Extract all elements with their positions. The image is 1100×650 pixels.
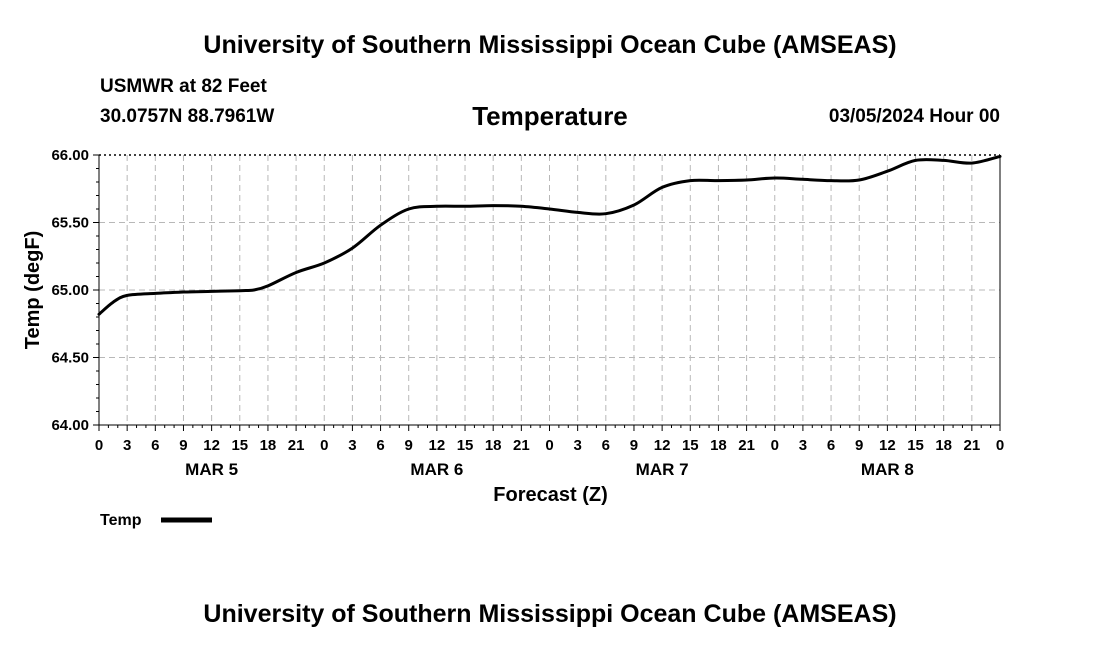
series-layer [97, 154, 1002, 316]
day-label: MAR 8 [861, 460, 914, 479]
y-tick-label: 65.50 [51, 215, 89, 232]
y-tick-label: 64.00 [51, 417, 89, 434]
x-tick-label: 3 [799, 437, 807, 454]
x-tick-label: 3 [123, 437, 131, 454]
x-tick-label: 9 [179, 437, 187, 454]
footer-title: University of Southern Mississippi Ocean… [203, 600, 897, 628]
x-tick-label: 6 [602, 437, 610, 454]
axes: 0 3 6 9 12 15 18 21 0 3 6 9 12 15 18 21 0 3 6 9 12 15 18 21 0 3 6 9… [51, 147, 1004, 479]
legend-label-temp: Temp [100, 512, 142, 529]
x-tick-label: 18 [710, 437, 727, 454]
x-tick-label: 3 [348, 437, 356, 454]
x-tick-label: 18 [260, 437, 277, 454]
chart-title: Temperature [472, 101, 628, 131]
coordinates-label: 30.0757N 88.7961W [100, 106, 275, 127]
station-label: USMWR at 82 Feet [100, 76, 267, 97]
page-title: University of Southern Mississippi Ocean… [203, 31, 897, 59]
x-tick-label: 12 [429, 437, 446, 454]
forecast-datetime: 03/05/2024 Hour 00 [828, 106, 1000, 127]
x-tick-label: 6 [151, 437, 159, 454]
x-tick-label: 15 [457, 437, 474, 454]
x-tick-label: 21 [288, 437, 305, 454]
day-label: MAR 5 [185, 460, 238, 479]
x-tick-label: 12 [879, 437, 896, 454]
y-tick-label: 66.00 [51, 147, 89, 164]
x-tick-label: 9 [855, 437, 863, 454]
x-tick-label: 18 [935, 437, 952, 454]
legend: Temp [100, 512, 212, 529]
x-tick-label: 12 [654, 437, 671, 454]
x-tick-label: 21 [513, 437, 530, 454]
x-tick-label: 3 [573, 437, 581, 454]
x-tick-label: 0 [95, 437, 103, 454]
x-tick-label: 15 [682, 437, 699, 454]
x-tick-label: 9 [630, 437, 638, 454]
x-tick-label: 15 [231, 437, 248, 454]
y-axis-title: Temp (degF) [22, 231, 44, 350]
x-tick-label: 0 [996, 437, 1004, 454]
x-tick-label: 12 [203, 437, 220, 454]
x-tick-label: 9 [405, 437, 413, 454]
x-tick-label: 21 [964, 437, 981, 454]
x-tick-label: 21 [738, 437, 755, 454]
y-tick-label: 65.00 [51, 282, 89, 299]
x-axis-title: Forecast (Z) [493, 484, 607, 506]
grid [99, 155, 1000, 425]
day-label: MAR 6 [410, 460, 463, 479]
day-label: MAR 7 [636, 460, 689, 479]
x-tick-label: 6 [827, 437, 835, 454]
x-tick-label: 15 [907, 437, 924, 454]
x-tick-label: 0 [545, 437, 553, 454]
y-tick-label: 64.50 [51, 350, 89, 367]
x-tick-label: 0 [320, 437, 328, 454]
series-line-temp [97, 154, 1002, 316]
x-tick-label: 6 [376, 437, 384, 454]
x-tick-label: 18 [485, 437, 502, 454]
x-tick-label: 0 [771, 437, 779, 454]
